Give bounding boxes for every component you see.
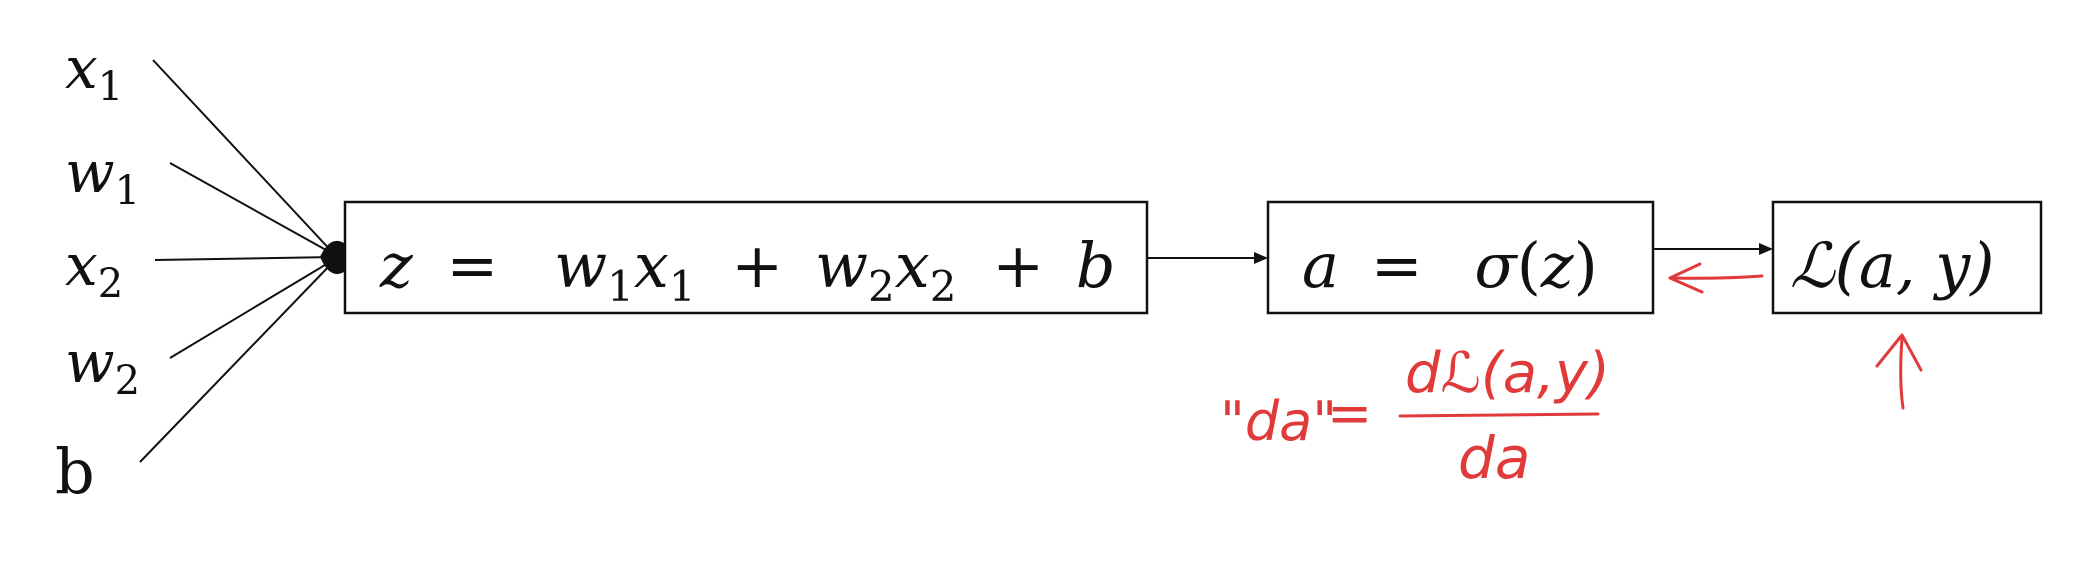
junction-node	[320, 240, 344, 275]
input-edges	[139, 59, 336, 463]
activation-node-box	[1266, 200, 1655, 315]
linear-node-box	[343, 200, 1149, 315]
derivative-annotation: "da" = dℒ(a,y) da	[1220, 341, 1610, 492]
backprop-arrow	[1668, 262, 1764, 294]
annotation-numerator: dℒ(a,y)	[1405, 341, 1610, 406]
edge-x2	[154, 256, 336, 261]
loss-up-arrow	[1875, 333, 1923, 410]
input-w1: w1	[65, 138, 140, 214]
annotation-fraction-bar	[1398, 412, 1600, 418]
linear-node-equation: z = w1x1 + w2x2 + b	[379, 229, 1116, 316]
input-x1: x1	[65, 34, 123, 110]
edge-w2	[169, 258, 336, 359]
annotation-denominator: da	[1458, 424, 1530, 492]
edge-w1	[169, 162, 336, 256]
loss-node-label: ℒ(a, y)	[1790, 229, 1994, 302]
annotation-lhs: "da"	[1220, 390, 1337, 453]
edge-x1	[152, 59, 336, 256]
input-w2: w2	[65, 328, 140, 404]
input-x2: x2	[65, 231, 123, 307]
loss-node-box	[1771, 200, 2043, 315]
input-b: b	[55, 435, 95, 508]
edge-b	[139, 259, 336, 463]
activation-node-equation: a = σ(z)	[1302, 229, 1598, 302]
annotation-equals: =	[1327, 382, 1372, 445]
